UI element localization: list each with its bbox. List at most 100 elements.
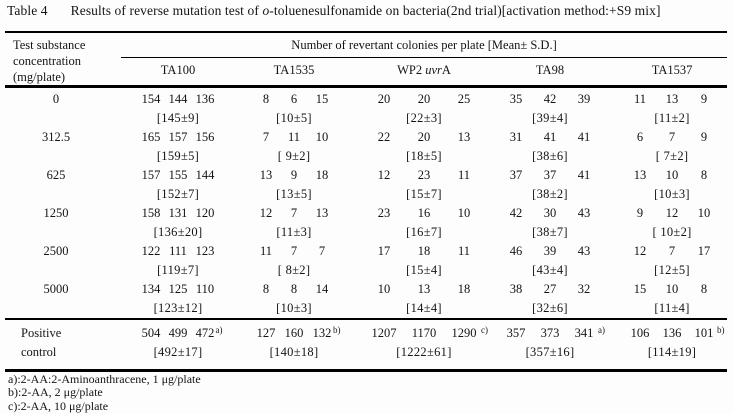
strain-header-row: TA100 TA1535 WP2 uvrA TA98 TA1537: [5, 57, 728, 88]
plate-count-values: 12 7 17: [617, 242, 727, 261]
plate-count-values: 127 160 132 b): [235, 324, 353, 343]
concentration-column-header: Test substance concentration (mg/plate): [5, 32, 121, 88]
plate-count: 125: [168, 282, 188, 296]
mean-sd-value: [ 7±2]: [655, 149, 689, 163]
plate-count: 23: [377, 206, 391, 220]
plate-count-values: 13 10 8: [617, 166, 727, 185]
mean-sd-value: [38±7]: [532, 225, 568, 239]
concentration-value: 625: [46, 168, 66, 182]
plate-count-values: 12 7 13: [235, 204, 353, 223]
strain-data-cell: 42 30 43 [38±7]: [495, 204, 605, 242]
plate-count: 10: [377, 282, 391, 296]
plate-count: 25: [457, 92, 471, 106]
plate-count: 111: [169, 244, 187, 258]
mean-sd-value: [11±3]: [276, 225, 312, 239]
strain-data-cell: 13 9 18 [13±5]: [235, 166, 353, 204]
plate-count-values: 17 18 11: [353, 242, 495, 261]
strain-data-cell: 7 11 10 [ 9±2]: [235, 128, 353, 166]
plate-count: 37: [543, 168, 557, 182]
plate-count: 7: [318, 244, 326, 258]
plate-count: 11: [634, 92, 647, 106]
positive-control-data-cell: 127 160 132 b) [140±18]: [235, 318, 353, 371]
strain-data-cell: 31 41 41 [38±6]: [495, 128, 605, 166]
plate-count: 144: [195, 168, 215, 182]
strain-data-cell: 8 8 14 [10±3]: [235, 280, 353, 319]
mean-sd-value: [12±5]: [654, 263, 690, 277]
positive-control-label-line: Positive: [21, 326, 62, 340]
strain-data-cell: 11 7 7 [ 8±2]: [235, 242, 353, 280]
plate-count: 17: [377, 244, 391, 258]
plate-count: 10: [665, 168, 679, 182]
plate-count: 131: [168, 206, 188, 220]
plate-count: 32: [577, 282, 591, 296]
plate-count: 165: [141, 130, 161, 144]
plate-count: 504: [141, 326, 161, 340]
plate-count: 31: [509, 130, 523, 144]
plate-count-values: 7 11 10: [235, 128, 353, 147]
positive-control-row: Positive control 504 499 472 a) [492±17] 127 160…: [5, 318, 728, 371]
caption-text-pre: Results of reverse mutation test of: [70, 3, 263, 18]
strain-data-cell: 6 7 9 [ 7±2]: [605, 128, 727, 166]
plate-count-values: 38 27 32: [495, 280, 605, 299]
plate-count: 154: [141, 92, 161, 106]
plate-count: 12: [665, 206, 679, 220]
positive-control-data-cell: 504 499 472 a) [492±17]: [121, 318, 235, 371]
plate-count-values: 15 10 8: [617, 280, 727, 299]
strain-data-cell: 13 10 8 [10±3]: [605, 166, 727, 204]
mean-sd-value: [159±5]: [156, 149, 200, 163]
mean-sd-value: [114±19]: [647, 345, 697, 359]
plate-count-values: 504 499 472 a): [121, 324, 235, 343]
plate-count: 341: [574, 326, 594, 340]
plate-count: 20: [417, 130, 431, 144]
strain-data-cell: 37 37 41 [38±2]: [495, 166, 605, 204]
plate-count-values: 12 23 11: [353, 166, 495, 185]
plate-count: 110: [195, 282, 215, 296]
plate-count: 1207: [371, 326, 397, 340]
plate-count: 13: [665, 92, 679, 106]
footnote-a: a):2-AA:2-Aminoanthracene, 1 μg/plate: [8, 372, 201, 386]
concentration-value: 312.5: [41, 130, 71, 144]
plate-count: 7: [290, 244, 298, 258]
plate-count: 20: [377, 92, 391, 106]
dose-row: 0 154 144 136 [145±9] 8 6 15 [10±5] 20 20 25 [22±3] 3…: [5, 87, 727, 129]
dose-row: 1250 158 131 120 [136±20] 12 7 13 [11±3] 23 16 10 [1…: [5, 204, 727, 242]
strain-data-cell: 122 111 123 [119±7]: [121, 242, 235, 280]
plate-count: 10: [315, 130, 329, 144]
plate-count: 23: [417, 168, 431, 182]
caption-text-post: -toluenesulfonamide on bacteria(2nd tria…: [269, 3, 661, 18]
concentration-header-line2: concentration: [13, 54, 82, 68]
plate-count: 158: [141, 206, 161, 220]
positive-control-label-line: control: [21, 345, 57, 359]
mean-sd-value: [357±16]: [525, 345, 575, 359]
wp2-suffix: A: [441, 63, 451, 78]
concentration-cell: 1250: [5, 204, 121, 242]
concentration-value: 0: [52, 92, 60, 106]
mean-sd-value: [10±5]: [276, 111, 312, 125]
plate-count: 11: [259, 244, 273, 258]
footnote-b: b):2-AA, 2 μg/plate: [8, 385, 103, 400]
plate-count: 9: [700, 92, 708, 106]
plate-count: 39: [543, 244, 557, 258]
mean-sd-value: [1222±61]: [396, 345, 452, 359]
plate-count: 41: [577, 130, 591, 144]
plate-count: 472: [195, 326, 215, 340]
plate-count-values: 357 373 341 a): [495, 324, 605, 343]
plate-count: 156: [195, 130, 215, 144]
revertant-colonies-span-header: Number of revertant colonies per plate […: [121, 32, 728, 59]
plate-count: 123: [195, 244, 215, 258]
plate-count: 13: [457, 130, 471, 144]
plate-count-values: 9 12 10: [617, 204, 727, 223]
plate-count: 41: [543, 130, 557, 144]
dose-row: 625 157 155 144 [152±7] 13 9 18 [13±5] 12 23 11 [15±…: [5, 166, 727, 204]
caption-italic-o: o: [262, 3, 270, 18]
mean-sd-value: [140±18]: [269, 345, 319, 359]
plate-count-values: 20 20 25: [353, 90, 495, 109]
mean-sd-value: [43±4]: [532, 263, 568, 277]
plate-count: 127: [256, 326, 276, 340]
plate-count: 16: [417, 206, 431, 220]
plate-count: 6: [290, 92, 298, 106]
mean-sd-value: [ 9±2]: [277, 149, 311, 163]
plate-count: 9: [636, 206, 644, 220]
mean-sd-value: [39±4]: [532, 111, 568, 125]
plate-count-values: 10 13 18: [353, 280, 495, 299]
